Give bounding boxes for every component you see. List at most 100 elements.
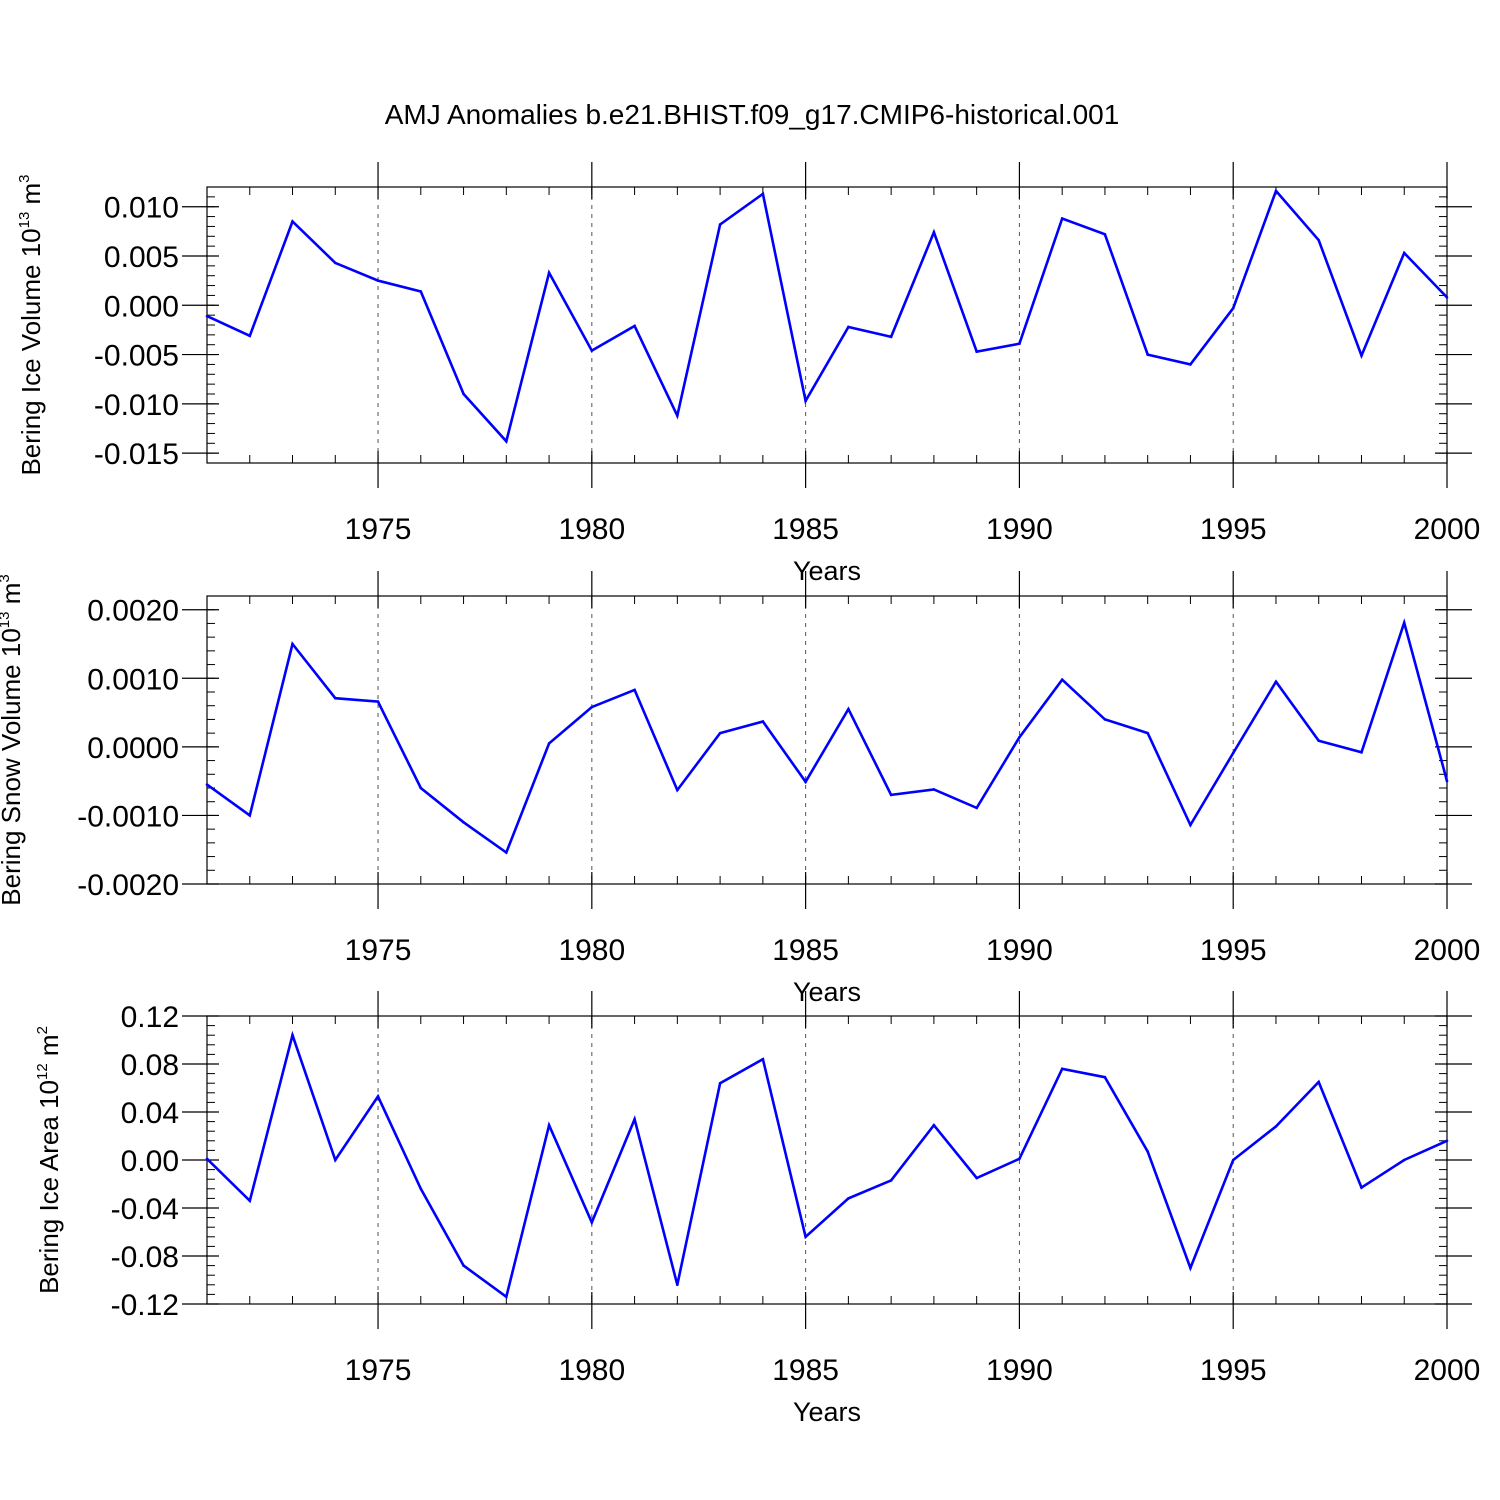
data-point bbox=[1018, 735, 1021, 739]
data-point bbox=[1018, 1157, 1021, 1161]
data-point bbox=[975, 1176, 978, 1180]
x-tick-label: 1990 bbox=[986, 513, 1053, 546]
x-tick-label: 1975 bbox=[345, 513, 412, 546]
data-point bbox=[804, 399, 807, 403]
plot-frame bbox=[206, 1015, 1448, 1305]
data-point bbox=[1146, 731, 1149, 735]
y-axis-title: Bering Ice Volume 1013 m3 bbox=[16, 174, 46, 475]
y-axis-title: Bering Ice Area 1012 m2 bbox=[34, 1026, 64, 1294]
data-point bbox=[1402, 251, 1406, 255]
data-point bbox=[1402, 1158, 1406, 1162]
y-tick-label: -0.0010 bbox=[77, 800, 179, 833]
y-tick-label: -0.005 bbox=[94, 340, 179, 373]
data-point bbox=[1146, 353, 1149, 356]
y-tick-label: -0.12 bbox=[111, 1289, 179, 1322]
data-point bbox=[1274, 680, 1278, 684]
data-point bbox=[932, 1123, 936, 1127]
data-point bbox=[932, 788, 936, 791]
data-point bbox=[462, 392, 465, 396]
x-tick-label: 2000 bbox=[1414, 934, 1481, 967]
panel-2: -0.0020 -0.0010 0.0000 0.0010 0.0020 1975 1980… bbox=[0, 571, 1480, 1007]
data-point bbox=[847, 325, 850, 329]
data-point bbox=[1360, 751, 1363, 754]
data-point bbox=[761, 192, 765, 196]
data-point bbox=[633, 1117, 636, 1121]
y-tick-label: 0.12 bbox=[121, 1001, 179, 1034]
data-point bbox=[333, 696, 337, 700]
data-point bbox=[1103, 233, 1107, 236]
plot-frame bbox=[206, 595, 1448, 885]
data-point bbox=[462, 1264, 465, 1267]
data-point bbox=[333, 261, 337, 265]
data-point bbox=[248, 814, 252, 817]
data-point bbox=[1402, 621, 1406, 625]
data-point bbox=[205, 1157, 209, 1161]
y-tick-label: -0.010 bbox=[94, 389, 179, 422]
data-point bbox=[718, 223, 722, 226]
x-tick-label: 2000 bbox=[1414, 1354, 1481, 1387]
x-tick-label: 1990 bbox=[986, 934, 1053, 967]
x-tick-label: 1995 bbox=[1200, 1354, 1267, 1387]
x-tick-label: 1980 bbox=[558, 513, 625, 546]
data-point bbox=[847, 1197, 850, 1200]
data-point bbox=[205, 314, 209, 318]
data-point bbox=[547, 1123, 551, 1127]
data-point bbox=[633, 688, 636, 692]
data-point bbox=[1274, 189, 1278, 193]
panel-3: -0.12 -0.08 -0.04 0.00 0.04 0.08 0.12 1975 1980 1… bbox=[34, 991, 1480, 1427]
data-point bbox=[889, 793, 893, 797]
x-tick-label: 1980 bbox=[558, 934, 625, 967]
data-point bbox=[505, 851, 508, 854]
data-point bbox=[547, 742, 551, 745]
x-tick-label: 1995 bbox=[1200, 934, 1267, 967]
data-point bbox=[1189, 1266, 1192, 1270]
data-point bbox=[248, 334, 252, 338]
data-point bbox=[676, 788, 679, 792]
data-point bbox=[718, 731, 722, 735]
data-point bbox=[590, 349, 594, 352]
data-point bbox=[1445, 779, 1449, 783]
y-tick-label: -0.04 bbox=[111, 1193, 179, 1226]
data-point bbox=[291, 220, 294, 223]
figure-title: AMJ Anomalies b.e21.BHIST.f09_g17.CMIP6-… bbox=[385, 99, 1120, 130]
x-tick-label: 1985 bbox=[772, 1354, 839, 1387]
y-tick-label: -0.0020 bbox=[77, 869, 179, 902]
data-point bbox=[676, 414, 679, 417]
data-point bbox=[505, 1295, 508, 1299]
y-tick-label: 0.08 bbox=[121, 1049, 179, 1082]
data-point bbox=[1231, 1158, 1235, 1162]
data-point bbox=[761, 1057, 765, 1061]
data-point bbox=[1231, 306, 1235, 310]
data-point bbox=[376, 1095, 380, 1098]
data-point bbox=[419, 1187, 423, 1191]
data-point bbox=[1317, 238, 1321, 242]
data-point bbox=[975, 806, 978, 810]
x-tick-label: 1985 bbox=[772, 934, 839, 967]
data-point bbox=[1018, 342, 1021, 346]
data-point bbox=[633, 324, 636, 328]
data-point bbox=[1445, 1139, 1449, 1143]
y-tick-label: 0.005 bbox=[104, 241, 179, 274]
data-point bbox=[676, 1283, 679, 1287]
y-tick-label: 0.0010 bbox=[87, 663, 179, 696]
data-point bbox=[932, 231, 936, 234]
data-point bbox=[1189, 823, 1192, 827]
y-tick-label: 0.0000 bbox=[87, 732, 179, 765]
data-point bbox=[291, 642, 294, 646]
data-point bbox=[505, 440, 508, 443]
y-tick-label: 0.04 bbox=[121, 1097, 179, 1130]
x-axis-title: Years bbox=[793, 556, 861, 586]
data-point bbox=[376, 279, 380, 282]
y-tick-label: 0.00 bbox=[121, 1145, 179, 1178]
x-tick-label: 1980 bbox=[558, 1354, 625, 1387]
data-point bbox=[761, 720, 765, 723]
data-point bbox=[1445, 296, 1449, 299]
x-tick-label: 2000 bbox=[1414, 513, 1481, 546]
data-point bbox=[1060, 217, 1064, 220]
data-point bbox=[718, 1081, 722, 1085]
x-tick-label: 1975 bbox=[345, 1354, 412, 1387]
series-line bbox=[206, 618, 1449, 855]
data-point bbox=[590, 1221, 594, 1224]
data-point bbox=[1146, 1150, 1149, 1153]
x-tick-label: 1990 bbox=[986, 1354, 1053, 1387]
